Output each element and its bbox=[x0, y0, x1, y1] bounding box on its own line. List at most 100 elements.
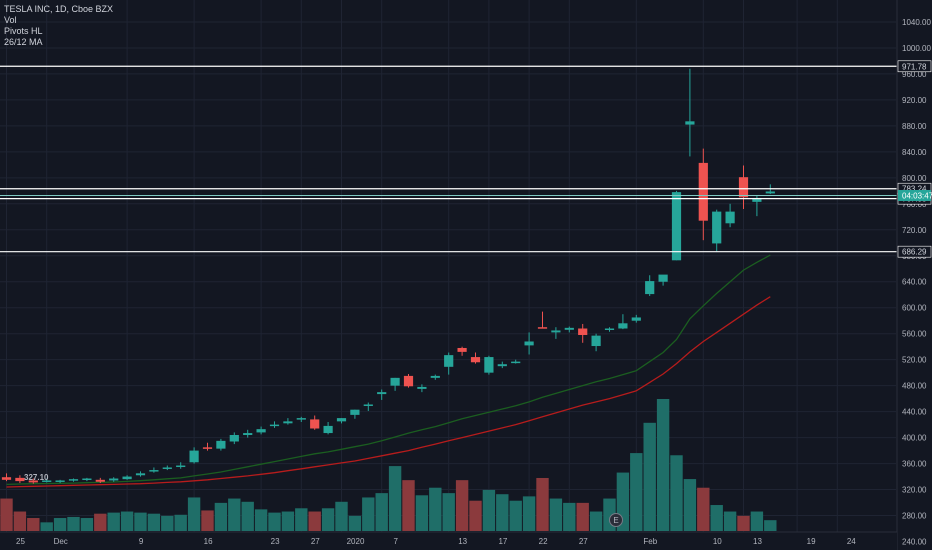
candle-8 bbox=[109, 477, 119, 482]
low-pivot-label: 327.10 bbox=[24, 473, 49, 482]
candle-39 bbox=[524, 332, 534, 355]
volume-bar-42 bbox=[563, 502, 576, 531]
candle-body-19 bbox=[256, 429, 266, 433]
volume-bar-36 bbox=[482, 489, 496, 531]
volume-bar-55 bbox=[737, 515, 750, 531]
candle-23 bbox=[310, 415, 320, 430]
candle-body-57 bbox=[765, 191, 775, 194]
legend-ma[interactable]: 26/12 MA bbox=[4, 37, 43, 47]
candle-body-18 bbox=[243, 433, 253, 436]
time-tick-label-9: 17 bbox=[498, 537, 507, 546]
candle-47 bbox=[631, 314, 641, 323]
volume-bar-5 bbox=[67, 516, 80, 531]
volume-bar-7 bbox=[94, 513, 107, 531]
candle-body-21 bbox=[283, 421, 293, 424]
candle-body-53 bbox=[712, 211, 722, 244]
candle-body-50 bbox=[671, 192, 682, 261]
price-tick-label-20: 1040.00 bbox=[902, 18, 931, 27]
candle-body-12 bbox=[162, 467, 172, 469]
candle-body-14 bbox=[189, 450, 199, 463]
time-tick-label-7: 7 bbox=[393, 537, 398, 546]
candle-body-25 bbox=[336, 418, 347, 422]
annotations: 327.10 E bbox=[24, 473, 623, 527]
last-price-countdown: 04:03:47 bbox=[902, 191, 932, 200]
volume-bar-17 bbox=[228, 498, 241, 531]
volume-bar-24 bbox=[321, 508, 335, 531]
level-tag-3-label: 686.29 bbox=[902, 248, 927, 257]
candle-body-39 bbox=[524, 341, 534, 346]
candle-body-51 bbox=[685, 121, 695, 125]
legend-vol[interactable]: Vol bbox=[4, 15, 17, 25]
candle-body-55 bbox=[738, 177, 749, 198]
candle-13 bbox=[176, 462, 186, 469]
price-tick-label-7: 520.00 bbox=[902, 356, 927, 365]
price-tick-label-2: 320.00 bbox=[902, 486, 927, 495]
volume-bar-4 bbox=[53, 518, 67, 531]
time-tick-label-12: Feb bbox=[643, 537, 657, 546]
price-tick-label-8: 560.00 bbox=[902, 330, 927, 339]
candle-48 bbox=[645, 275, 655, 297]
candle-27 bbox=[363, 402, 373, 411]
volume-bar-34 bbox=[455, 480, 469, 531]
candle-body-7 bbox=[95, 479, 105, 482]
candle-body-52 bbox=[698, 162, 708, 221]
volume-bar-48 bbox=[643, 422, 656, 531]
price-tick-label-10: 640.00 bbox=[902, 278, 927, 287]
time-tick-label-2: 9 bbox=[139, 537, 144, 546]
candle-41 bbox=[551, 327, 561, 339]
candle-54 bbox=[725, 203, 735, 228]
volume-bar-18 bbox=[241, 501, 254, 531]
volume-bar-1 bbox=[13, 511, 27, 531]
candle-body-10 bbox=[135, 473, 146, 476]
candle-body-20 bbox=[269, 424, 280, 427]
candle-body-37 bbox=[497, 364, 507, 367]
price-tick-label-14: 800.00 bbox=[902, 174, 927, 183]
candle-body-42 bbox=[564, 327, 574, 330]
candle-33 bbox=[444, 352, 454, 375]
candle-body-47 bbox=[631, 317, 641, 321]
volume-bar-29 bbox=[388, 466, 402, 531]
candle-43 bbox=[578, 323, 588, 343]
candle-body-11 bbox=[149, 470, 159, 472]
volume-bar-0 bbox=[0, 498, 13, 531]
candle-body-2 bbox=[28, 480, 38, 483]
candle-body-13 bbox=[176, 465, 186, 468]
candle-body-26 bbox=[350, 409, 360, 415]
price-axis[interactable]: 240.00 280.00 320.00 360.00 400.00 440.00 480.… bbox=[896, 0, 932, 550]
earnings-icon-circle bbox=[609, 513, 623, 527]
price-tick-label-0: 240.00 bbox=[902, 538, 927, 547]
candle-body-8 bbox=[109, 478, 119, 481]
time-axis[interactable]: 25 Dec 9 16 23 27 2020 7 13 17 22 27 Feb 10 13 19 24 bbox=[0, 531, 897, 550]
volume-bar-16 bbox=[214, 502, 228, 531]
candle-body-48 bbox=[645, 281, 655, 295]
time-tick-label-15: 19 bbox=[807, 537, 816, 546]
volume-bar-50 bbox=[670, 455, 683, 531]
level-tag-3-box bbox=[897, 245, 932, 258]
volume-bar-38 bbox=[509, 500, 522, 531]
candle-32 bbox=[430, 374, 440, 380]
candles bbox=[1, 68, 775, 484]
volume-bar-11 bbox=[147, 513, 161, 531]
price-tick-label-19: 1000.00 bbox=[902, 44, 931, 53]
candle-14 bbox=[189, 447, 199, 464]
price-tick-label-3: 360.00 bbox=[902, 460, 927, 469]
candle-26 bbox=[350, 409, 360, 419]
candle-15 bbox=[202, 442, 213, 451]
volume-bar-26 bbox=[348, 515, 362, 531]
price-tick-label-15: 840.00 bbox=[902, 148, 927, 157]
candle-body-31 bbox=[417, 386, 427, 389]
price-tick-label-12: 720.00 bbox=[902, 226, 927, 235]
volume-bar-30 bbox=[402, 480, 415, 531]
legend-title[interactable]: TESLA INC, 1D, Cboe BZX bbox=[4, 4, 114, 14]
time-tick-label-16: 24 bbox=[847, 537, 856, 546]
candle-body-33 bbox=[444, 355, 454, 367]
time-tick-label-0: 25 bbox=[16, 537, 25, 546]
volume-bar-19 bbox=[254, 509, 268, 531]
candle-body-40 bbox=[537, 327, 548, 329]
volume-bar-22 bbox=[295, 508, 308, 531]
legend-pivots[interactable]: Pivots HL bbox=[4, 26, 43, 36]
candle-45 bbox=[604, 327, 615, 332]
price-tick-label-4: 400.00 bbox=[902, 434, 927, 443]
